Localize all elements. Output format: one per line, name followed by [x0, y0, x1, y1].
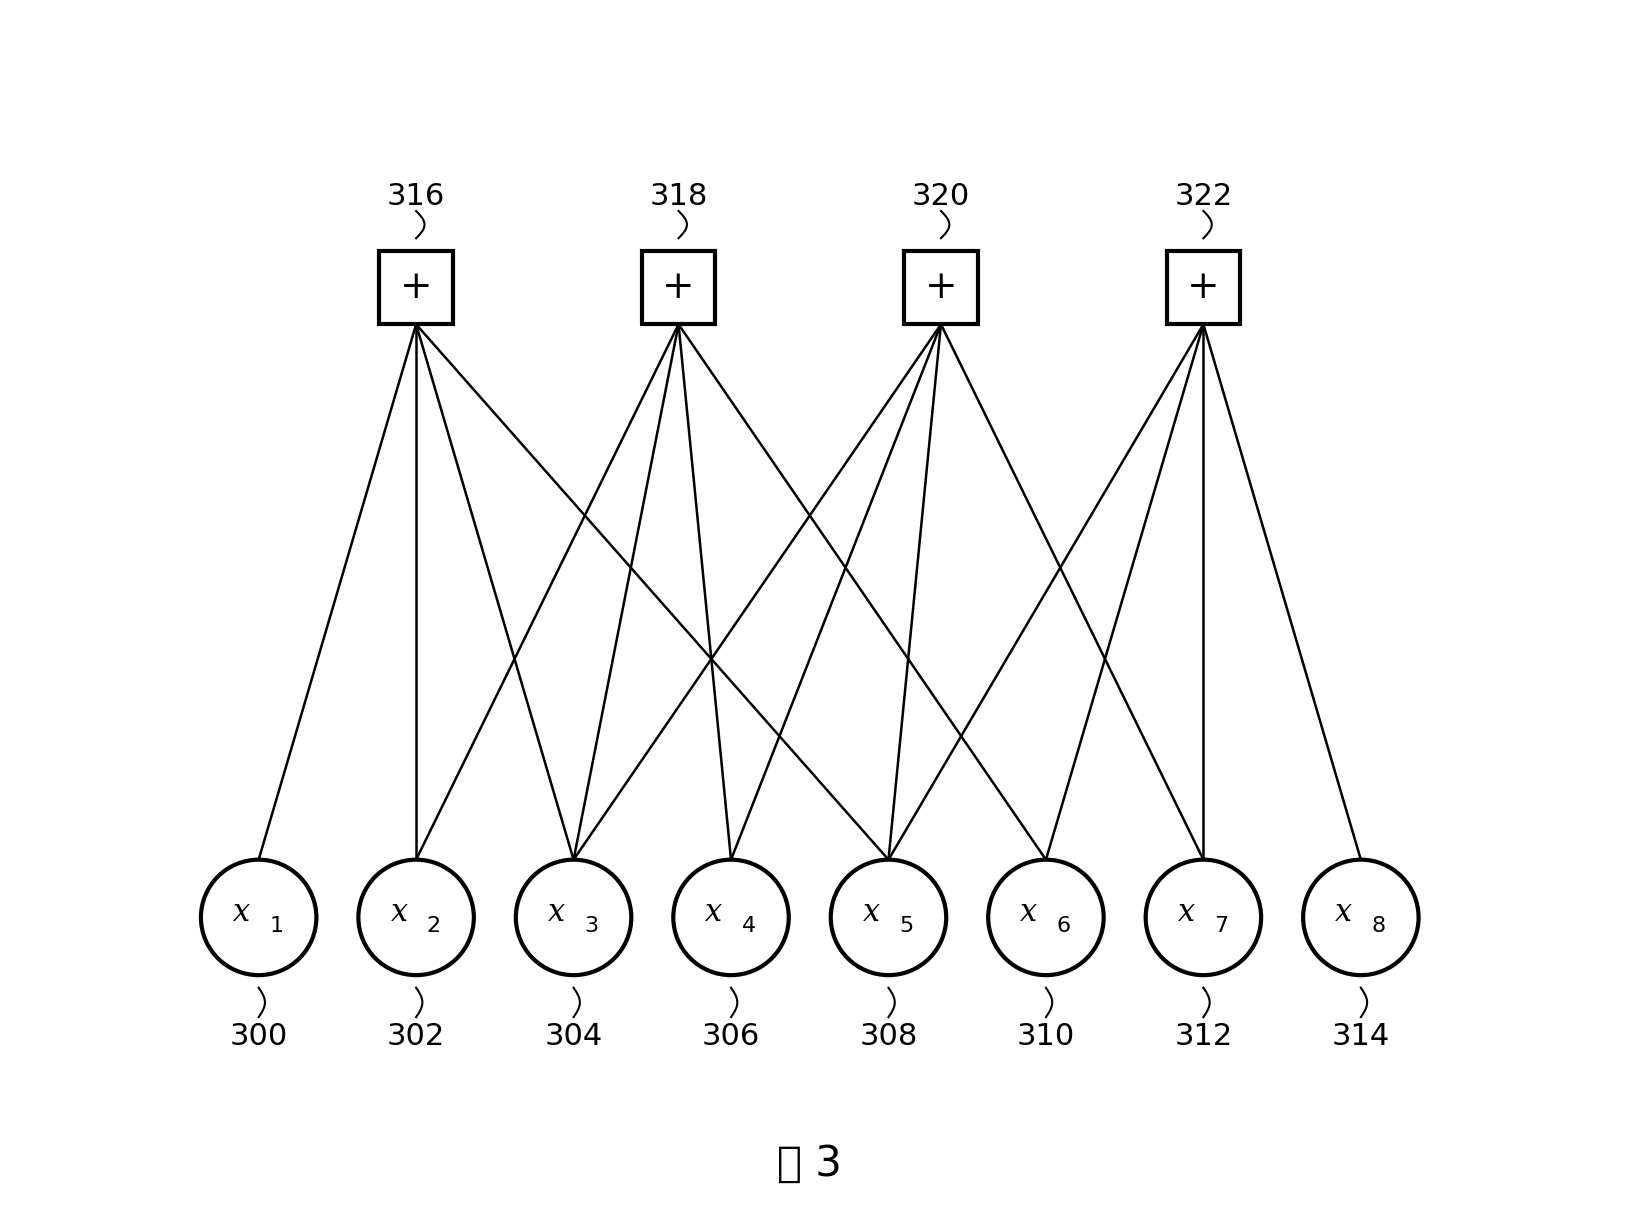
FancyBboxPatch shape: [380, 251, 452, 324]
Ellipse shape: [830, 859, 946, 975]
Text: 314: 314: [1332, 1022, 1390, 1052]
Text: 7: 7: [1213, 916, 1228, 936]
Text: +: +: [662, 269, 695, 306]
Text: 4: 4: [741, 916, 756, 936]
Text: x: x: [1177, 897, 1195, 928]
Ellipse shape: [1146, 859, 1261, 975]
FancyBboxPatch shape: [1167, 251, 1240, 324]
Text: 2: 2: [426, 916, 441, 936]
Text: 5: 5: [900, 916, 913, 936]
Ellipse shape: [989, 859, 1103, 975]
Text: 300: 300: [229, 1022, 287, 1052]
Ellipse shape: [358, 859, 474, 975]
Text: x: x: [548, 897, 565, 928]
Text: x: x: [233, 897, 251, 928]
Text: 8: 8: [1372, 916, 1385, 936]
Text: 312: 312: [1174, 1022, 1233, 1052]
Text: 318: 318: [649, 182, 708, 211]
FancyBboxPatch shape: [905, 251, 977, 324]
Text: 302: 302: [386, 1022, 446, 1052]
Text: 3: 3: [584, 916, 598, 936]
Text: +: +: [1187, 269, 1220, 306]
Text: 310: 310: [1017, 1022, 1075, 1052]
Text: 320: 320: [911, 182, 971, 211]
Text: 1: 1: [269, 916, 284, 936]
Text: x: x: [705, 897, 723, 928]
Ellipse shape: [201, 859, 317, 975]
Text: x: x: [1336, 897, 1352, 928]
Text: +: +: [925, 269, 958, 306]
Ellipse shape: [515, 859, 631, 975]
Text: x: x: [863, 897, 880, 928]
FancyBboxPatch shape: [642, 251, 715, 324]
Text: 图 3: 图 3: [778, 1144, 842, 1185]
Text: 304: 304: [545, 1022, 603, 1052]
Ellipse shape: [1303, 859, 1418, 975]
Text: x: x: [391, 897, 408, 928]
Text: 306: 306: [702, 1022, 759, 1052]
Text: 316: 316: [386, 182, 446, 211]
Text: x: x: [1020, 897, 1037, 928]
Text: 6: 6: [1057, 916, 1070, 936]
Text: 322: 322: [1174, 182, 1233, 211]
Ellipse shape: [674, 859, 789, 975]
Text: 308: 308: [859, 1022, 918, 1052]
Text: +: +: [400, 269, 433, 306]
